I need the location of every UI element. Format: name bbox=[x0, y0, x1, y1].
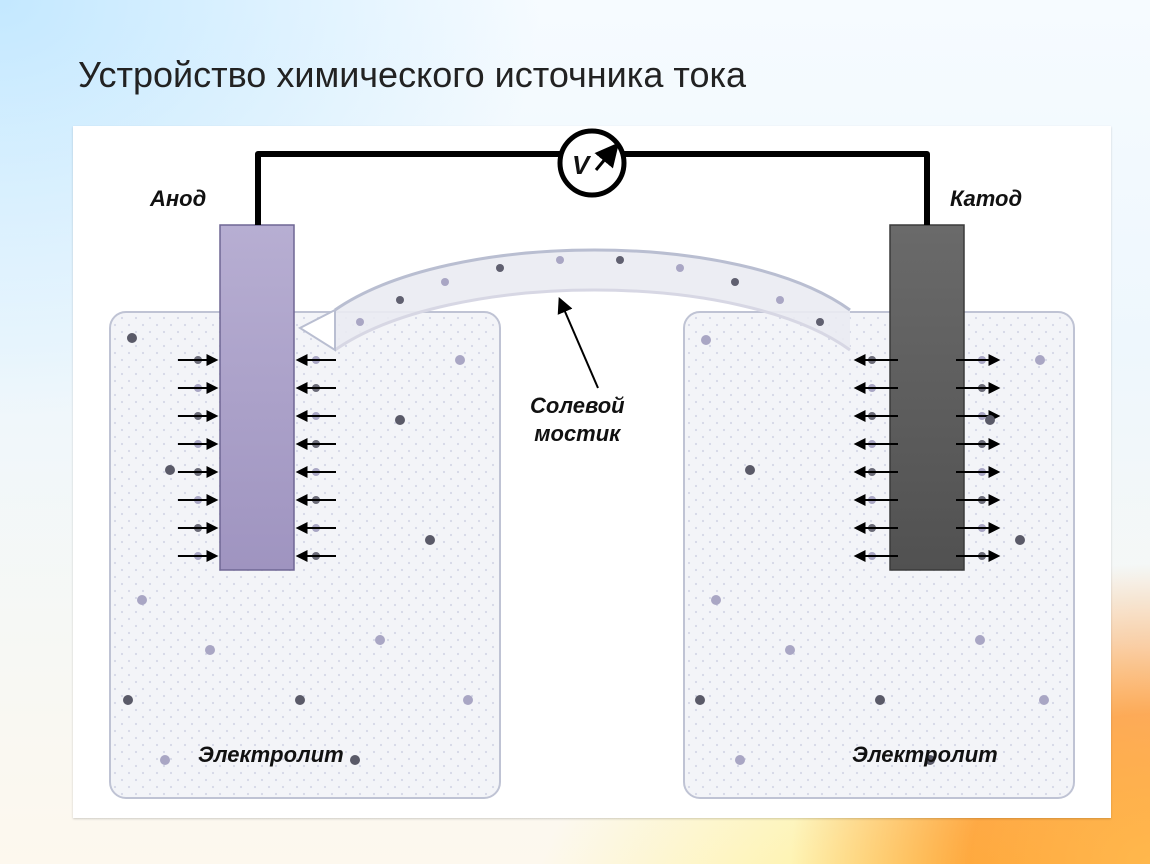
label-cathode: Катод bbox=[950, 186, 1022, 212]
voltmeter-symbol: V bbox=[572, 150, 589, 181]
label-anode: Анод bbox=[150, 186, 206, 212]
label-electrolyte-left: Электролит bbox=[198, 742, 344, 768]
label-electrolyte-right: Электролит bbox=[852, 742, 998, 768]
label-salt-bridge-line2: мостик bbox=[534, 421, 620, 446]
label-salt-bridge-line1: Солевой bbox=[530, 393, 625, 418]
label-salt-bridge: Солевой мостик bbox=[530, 392, 625, 447]
slide: Устройство химического источника тока Ан… bbox=[0, 0, 1150, 864]
